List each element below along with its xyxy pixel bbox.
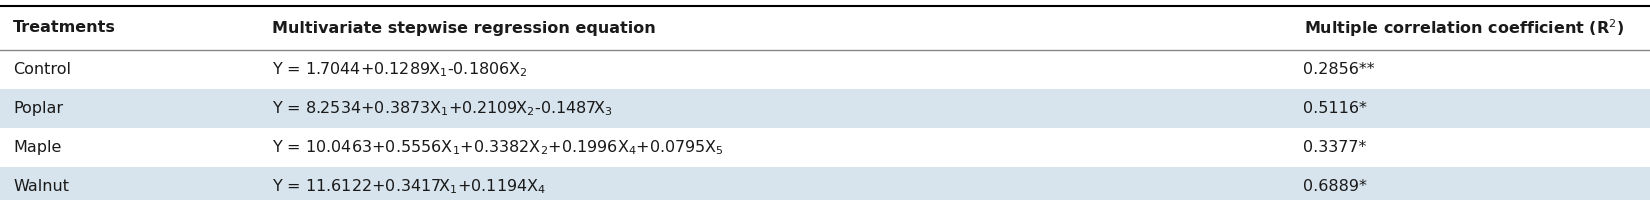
Text: Y = 10.0463+0.5556X$_1$+0.3382X$_2$+0.1996X$_4$+0.0795X$_5$: Y = 10.0463+0.5556X$_1$+0.3382X$_2$+0.19… <box>272 138 724 157</box>
Text: 0.3377*: 0.3377* <box>1304 140 1366 155</box>
Text: Walnut: Walnut <box>13 179 69 194</box>
Text: 0.5116*: 0.5116* <box>1304 101 1368 116</box>
Text: Maple: Maple <box>13 140 61 155</box>
Bar <box>0 6 1650 50</box>
Text: Control: Control <box>13 62 71 77</box>
Text: Y = 11.6122+0.3417X$_1$+0.1194X$_4$: Y = 11.6122+0.3417X$_1$+0.1194X$_4$ <box>272 177 546 196</box>
Bar <box>0 89 1650 128</box>
Text: Poplar: Poplar <box>13 101 63 116</box>
Text: Y = 8.2534+0.3873X$_1$+0.2109X$_2$-0.1487X$_3$: Y = 8.2534+0.3873X$_1$+0.2109X$_2$-0.148… <box>272 99 614 118</box>
Text: 0.2856**: 0.2856** <box>1304 62 1374 77</box>
Bar <box>0 50 1650 89</box>
Bar <box>0 128 1650 167</box>
Bar <box>0 167 1650 200</box>
Text: Multiple correlation coefficient (R$^2$): Multiple correlation coefficient (R$^2$) <box>1304 17 1624 39</box>
Text: 0.6889*: 0.6889* <box>1304 179 1368 194</box>
Text: Multivariate stepwise regression equation: Multivariate stepwise regression equatio… <box>272 21 657 36</box>
Text: Treatments: Treatments <box>13 21 116 36</box>
Text: Y = 1.7044+0.1289X$_1$-0.1806X$_2$: Y = 1.7044+0.1289X$_1$-0.1806X$_2$ <box>272 60 528 79</box>
